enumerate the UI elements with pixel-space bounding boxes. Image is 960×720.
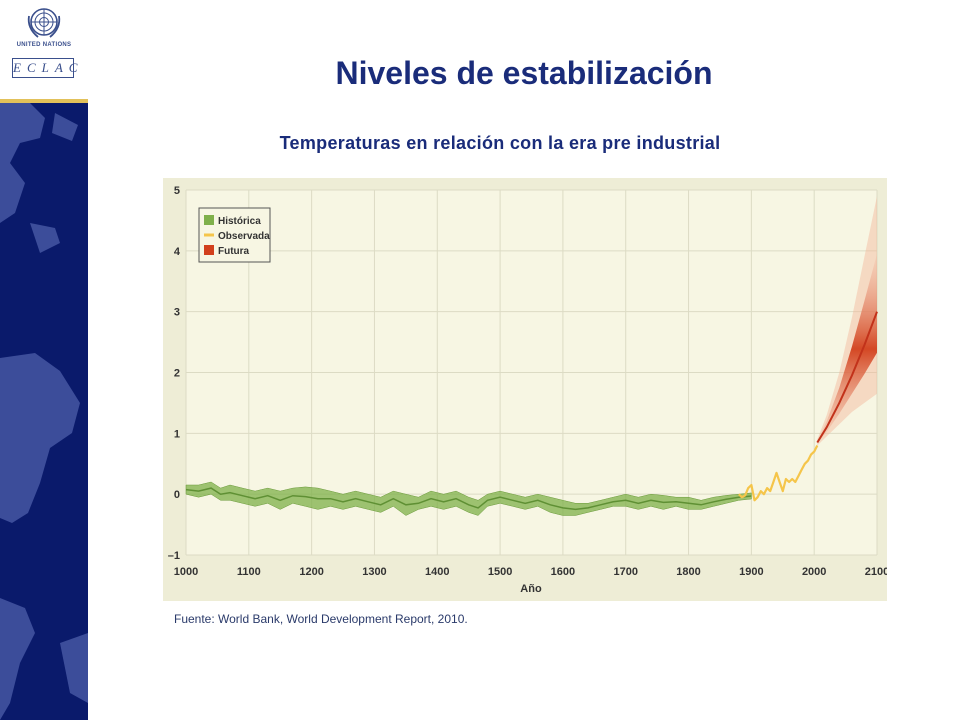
legend-label-historica: Histórica xyxy=(218,216,261,227)
x-tick-label: 1800 xyxy=(676,566,700,578)
y-tick-label: 5 xyxy=(174,185,180,197)
org-name: United Nations xyxy=(16,42,72,48)
americas-map-icon xyxy=(0,103,88,720)
futura-fan-inner xyxy=(817,253,877,444)
y-tick-label: 3 xyxy=(174,307,180,319)
y-tick-label: 2 xyxy=(174,368,180,380)
x-tick-label: 1000 xyxy=(174,566,198,578)
legend-label-futura: Futura xyxy=(218,246,250,257)
x-tick-label: 1100 xyxy=(237,566,261,578)
chart-source: Fuente: World Bank, World Development Re… xyxy=(174,612,468,626)
legend: Histórica Observada Futura xyxy=(198,207,271,263)
x-tick-label: 1400 xyxy=(425,566,449,578)
x-tick-label: 1900 xyxy=(739,566,763,578)
y-tick-label: –1 xyxy=(168,550,180,562)
chart-subtitle: Temperaturas en relación con la era pre … xyxy=(279,133,721,153)
logo-divider xyxy=(0,99,88,103)
org-acronym: ECLAC xyxy=(12,58,77,78)
x-tick-label: 1500 xyxy=(488,566,512,578)
x-tick-label: 1700 xyxy=(613,566,637,578)
x-tick-label: 1300 xyxy=(362,566,386,578)
page-title: Niveles de estabilización xyxy=(335,55,713,91)
y-tick-label: 4 xyxy=(174,246,181,258)
futura-fan-outer xyxy=(817,196,877,446)
x-axis-label: Año xyxy=(520,583,542,595)
observada-line xyxy=(738,445,819,502)
logo: United Nations ECLAC xyxy=(0,0,88,100)
un-emblem-icon xyxy=(27,8,61,38)
historica-mean-line xyxy=(185,487,752,511)
y-tick-label: 1 xyxy=(174,428,180,440)
temperature-chart: 1000 1100 1200 1300 1400 1500 1600 1700 1800 1900… xyxy=(163,178,887,601)
futura-center-line xyxy=(816,311,878,444)
y-tick-label: 0 xyxy=(174,489,180,501)
x-tick-label: 2000 xyxy=(802,566,826,578)
historica-band xyxy=(185,481,752,516)
x-tick-label: 2100 xyxy=(865,566,887,578)
legend-swatch-historica xyxy=(204,215,214,225)
x-tick-label: 1200 xyxy=(299,566,323,578)
legend-label-observada: Observada xyxy=(218,231,270,242)
x-tick-label: 1600 xyxy=(551,566,575,578)
sidebar: United Nations ECLAC xyxy=(0,0,88,720)
legend-swatch-futura xyxy=(204,245,214,255)
